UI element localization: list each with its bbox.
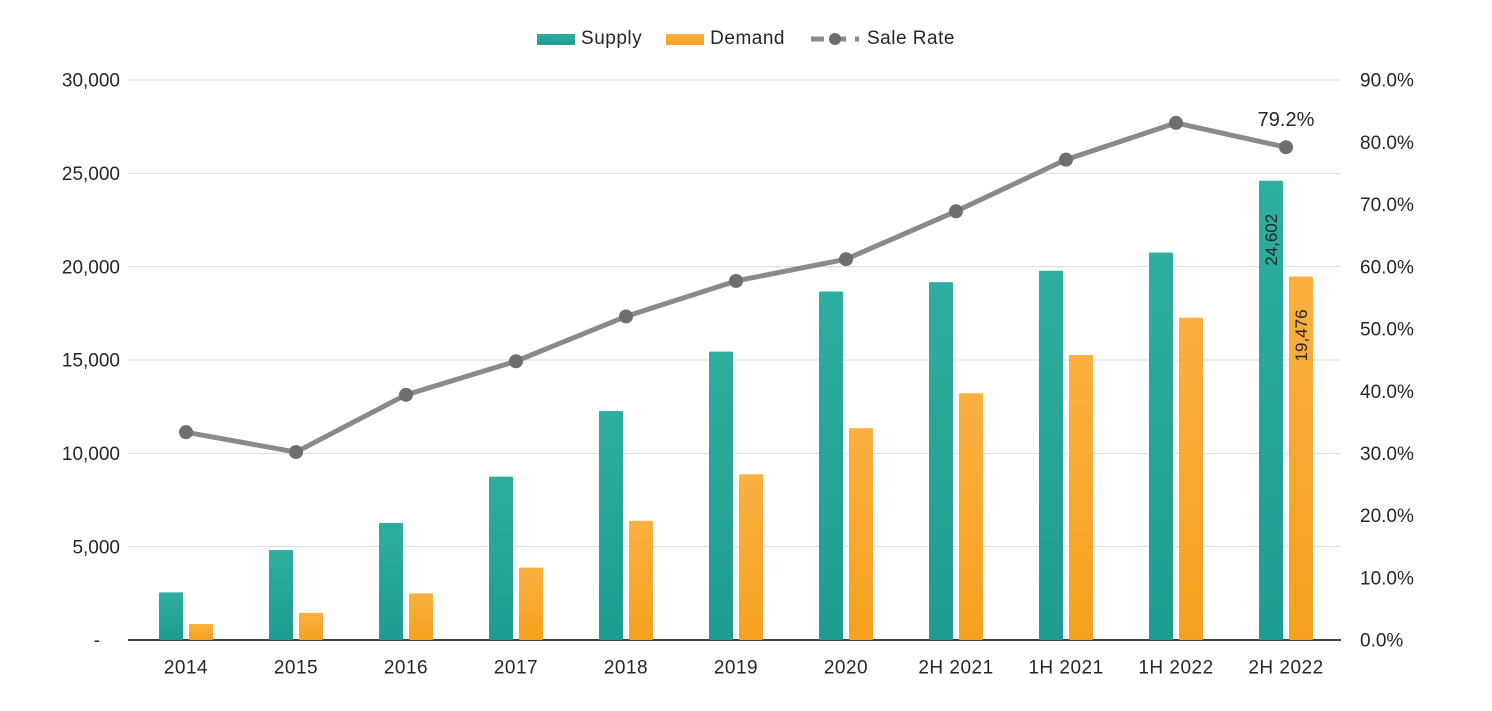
x-axis-category-label: 2018 (604, 658, 648, 679)
sale-rate-marker-2014 (179, 425, 193, 440)
x-axis-category-label: 2014 (164, 658, 208, 679)
sale-rate-marker-2019 (729, 273, 743, 288)
right-axis-tick-label: 20.0% (1360, 506, 1414, 527)
bar-value-label-supply: 24,602 (1262, 214, 1281, 266)
sale-rate-marker-2017 (509, 354, 523, 369)
right-axis-tick-label: 10.0% (1360, 568, 1414, 589)
legend-item-supply: Supply (537, 28, 642, 50)
bar-supply-2018 (599, 410, 623, 640)
bar-supply-1H 2022 (1149, 252, 1173, 641)
bar-supply-2019 (709, 351, 733, 640)
left-axis-tick-label: 15,000 (62, 351, 120, 372)
bar-demand-1H 2021 (1069, 354, 1093, 640)
x-axis-category-label: 2020 (824, 658, 868, 679)
bar-supply-1H 2021 (1039, 270, 1063, 640)
right-axis-tick-label: 40.0% (1360, 382, 1414, 403)
left-axis-tick-label: 25,000 (62, 164, 120, 185)
right-axis-tick-label: 60.0% (1360, 257, 1414, 278)
right-axis-tick-label: 0.0% (1360, 631, 1403, 652)
right-axis-tick-label: 80.0% (1360, 133, 1414, 154)
sale-rate-line-icon (810, 33, 859, 45)
sale-rate-point-label: 79.2% (1258, 109, 1315, 131)
x-axis-category-label: 2H 2021 (918, 658, 993, 679)
left-axis-tick-label: - (94, 631, 100, 652)
left-axis-tick-label: 5,000 (72, 537, 120, 558)
bar-supply-2H 2022 (1259, 180, 1283, 640)
bar-demand-1H 2022 (1179, 317, 1203, 640)
right-axis-tick-label: 30.0% (1360, 444, 1414, 465)
bar-demand-2016 (409, 593, 433, 640)
bar-demand-2020 (849, 428, 873, 640)
sale-rate-marker-2H 2022 (1279, 140, 1293, 155)
bar-supply-2H 2021 (929, 282, 953, 640)
demand-swatch-icon (666, 33, 705, 45)
x-axis-category-label: 2019 (714, 658, 758, 679)
x-axis-category-label: 1H 2021 (1028, 658, 1103, 679)
bar-demand-2015 (299, 612, 323, 640)
bar-demand-2019 (739, 474, 763, 640)
legend-label-sale-rate: Sale Rate (866, 28, 955, 49)
right-axis-tick-label: 50.0% (1360, 320, 1414, 341)
chart-legend: Supply Demand Sale Rate (0, 28, 1492, 50)
x-axis-category-label: 2015 (274, 658, 318, 679)
bar-demand-2018 (629, 520, 653, 640)
bar-demand-2017 (519, 567, 543, 640)
supply-swatch-icon (537, 33, 576, 45)
x-axis-category-label: 2017 (494, 658, 538, 679)
bar-supply-2014 (159, 592, 183, 640)
bar-supply-2015 (269, 550, 293, 640)
legend-label-demand: Demand (710, 28, 785, 49)
legend-item-sale-rate: Sale Rate (809, 28, 955, 50)
bar-demand-2H 2021 (959, 393, 983, 640)
sale-rate-marker-2018 (619, 309, 633, 324)
left-axis-tick-label: 20,000 (62, 257, 120, 278)
x-axis-category-label: 1H 2022 (1138, 658, 1213, 679)
sale-rate-marker-1H 2021 (1059, 152, 1073, 167)
sale-rate-marker-2H 2021 (949, 204, 963, 219)
bar-value-label-demand: 19,476 (1292, 309, 1311, 361)
legend-item-demand: Demand (666, 28, 785, 50)
sale-rate-marker-2015 (289, 445, 303, 460)
right-axis-tick-label: 90.0% (1360, 71, 1414, 92)
right-axis-tick-label: 70.0% (1360, 195, 1414, 216)
bar-demand-2H 2022 (1289, 276, 1313, 640)
bar-demand-2014 (189, 623, 213, 640)
bar-supply-2017 (489, 476, 513, 640)
bar-supply-2016 (379, 522, 403, 640)
sale-rate-marker-2020 (839, 252, 853, 267)
sale-rate-marker-1H 2022 (1169, 115, 1183, 130)
x-axis-category-label: 2016 (384, 658, 428, 679)
left-axis-tick-label: 30,000 (62, 71, 120, 92)
left-axis-tick-label: 10,000 (62, 444, 120, 465)
legend-label-supply: Supply (581, 28, 643, 49)
sale-rate-marker-2016 (399, 387, 413, 402)
bar-supply-2020 (819, 291, 843, 640)
x-axis-category-label: 2H 2022 (1248, 658, 1323, 679)
